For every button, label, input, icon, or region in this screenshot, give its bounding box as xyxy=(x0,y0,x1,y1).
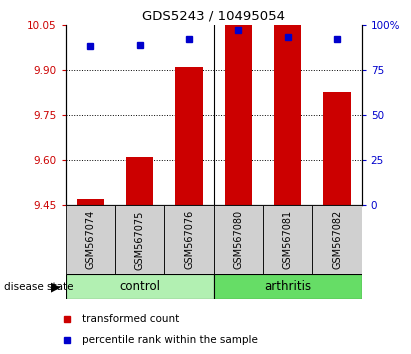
Bar xyxy=(274,25,301,205)
Text: GSM567080: GSM567080 xyxy=(233,210,243,269)
FancyBboxPatch shape xyxy=(66,205,115,274)
Bar xyxy=(77,199,104,205)
FancyBboxPatch shape xyxy=(164,205,214,274)
Text: GSM567074: GSM567074 xyxy=(85,210,95,269)
Bar xyxy=(126,156,153,205)
Text: percentile rank within the sample: percentile rank within the sample xyxy=(82,335,258,345)
FancyBboxPatch shape xyxy=(263,205,312,274)
Bar xyxy=(225,25,252,205)
Text: GSM567081: GSM567081 xyxy=(283,210,293,269)
Bar xyxy=(214,274,362,299)
Text: control: control xyxy=(119,280,160,293)
Title: GDS5243 / 10495054: GDS5243 / 10495054 xyxy=(142,9,285,22)
Text: ▶: ▶ xyxy=(51,280,60,293)
FancyBboxPatch shape xyxy=(115,205,164,274)
Bar xyxy=(175,67,203,205)
FancyBboxPatch shape xyxy=(312,205,362,274)
Text: GSM567075: GSM567075 xyxy=(135,210,145,269)
Text: arthritis: arthritis xyxy=(264,280,311,293)
Text: GSM567076: GSM567076 xyxy=(184,210,194,269)
Bar xyxy=(323,92,351,205)
FancyBboxPatch shape xyxy=(214,205,263,274)
Bar xyxy=(66,274,214,299)
Text: GSM567082: GSM567082 xyxy=(332,210,342,269)
Text: transformed count: transformed count xyxy=(82,314,179,324)
Text: disease state: disease state xyxy=(4,282,74,292)
